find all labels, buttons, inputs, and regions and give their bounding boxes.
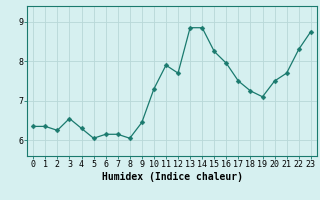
- X-axis label: Humidex (Indice chaleur): Humidex (Indice chaleur): [101, 172, 243, 182]
